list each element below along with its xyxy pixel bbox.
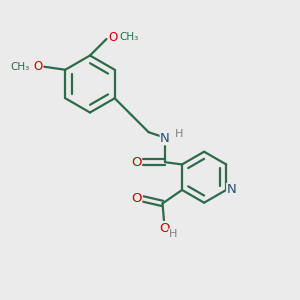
Text: O: O [131, 156, 141, 169]
Text: CH₃: CH₃ [10, 62, 29, 72]
Text: O: O [109, 31, 118, 44]
Text: CH₃: CH₃ [119, 32, 139, 43]
Text: O: O [131, 192, 142, 206]
Text: H: H [169, 229, 177, 239]
Text: O: O [159, 221, 169, 235]
Text: N: N [227, 183, 236, 196]
Text: O: O [33, 60, 42, 73]
Text: H: H [174, 129, 183, 139]
Text: N: N [160, 132, 170, 145]
